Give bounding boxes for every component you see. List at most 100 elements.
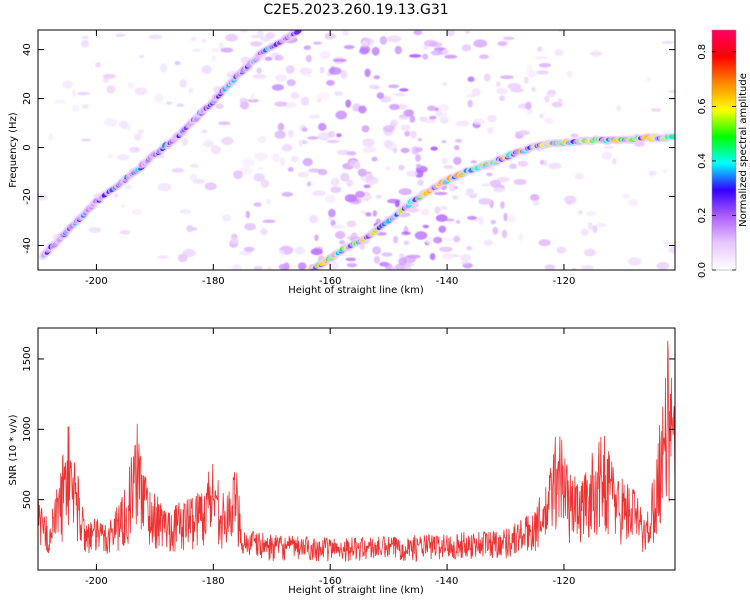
noise-blob [245,210,250,219]
noise-blob [509,163,518,169]
noise-blob [288,129,294,138]
noise-blob [585,210,597,217]
noise-blob [362,146,377,153]
colorbar-scale [711,29,737,271]
noise-blob [243,246,255,252]
noise-blob [181,138,189,146]
noise-blob [518,232,524,242]
noise-blob [312,41,322,45]
noise-blob [483,73,491,82]
noise-blob [220,47,234,53]
colorbar-tick-label: 0.0 [697,262,708,278]
colorbar-ticks: 0.0 0.2 0.4 0.6 0.8 [697,44,736,278]
x-tick-label: -120 [553,276,576,287]
noise-blob [314,234,319,242]
noise-blob [470,160,478,164]
noise-blob [404,130,411,137]
noise-blob [415,154,421,162]
noise-blob [257,30,264,39]
noise-blob [427,105,436,111]
noise-blob [260,179,270,188]
noise-blob [437,104,450,112]
noise-blob [628,198,639,207]
noise-blob [414,169,424,178]
noise-blob [257,167,264,171]
noise-blob [434,206,441,214]
noise-blob [375,194,383,199]
x-tick-label: -180 [202,576,225,587]
noise-blob [241,158,255,167]
noise-blob [210,145,221,154]
noise-blob [409,54,422,58]
noise-blob [403,240,410,245]
noise-blob [291,155,299,163]
noise-blob [580,228,589,236]
noise-blob [439,246,453,252]
noise-blob [551,101,563,108]
snr-background [38,328,675,570]
noise-blob [373,256,381,264]
noise-blob [256,67,262,74]
noise-blob [543,117,554,125]
noise-blob [524,76,529,84]
x-tick-label: -200 [85,576,108,587]
noise-blob [423,119,436,124]
noise-blob [394,45,402,55]
noise-blob [201,39,207,43]
noise-blob [479,54,490,59]
spectrogram-frame [37,29,676,271]
noise-blob [211,55,216,62]
noise-blob [221,136,234,145]
noise-blob [404,263,415,267]
noise-blob [496,87,508,95]
noise-blob [447,30,455,37]
noise-blob [253,266,263,270]
y-tick-label: 40 [22,43,33,56]
noise-blob [339,240,346,245]
noise-blob [225,35,238,41]
noise-blob [291,264,296,268]
noise-blob [557,98,563,103]
colorbar-tick-label: 0.2 [697,208,708,224]
noise-blob [661,40,674,44]
noise-blob [310,248,323,256]
noise-blob [157,255,169,259]
noise-blob [500,75,514,80]
noise-blob [179,79,187,88]
noise-blob [326,79,335,86]
noise-blob [316,92,330,101]
noise-blob [592,225,598,233]
noise-blob [364,68,371,78]
noise-blob [287,167,294,172]
noise-blob [343,45,355,50]
noise-blob [455,120,470,127]
noise-blob [318,131,331,141]
noise-blob [328,131,336,138]
noise-blob [501,229,508,239]
noise-blob [340,69,348,79]
noise-blob [138,54,145,59]
noise-blob [302,158,313,167]
noise-blob [554,49,564,57]
noise-blob [190,36,197,42]
y-tick-label: 1000 [22,417,33,442]
colorbar-tick-label: 0.6 [697,98,708,114]
noise-blob [307,181,312,187]
noise-blob [646,76,651,83]
noise-blob [525,101,532,110]
noise-blob [281,144,293,152]
noise-blob [430,146,438,151]
noise-blob [176,103,185,107]
noise-blob [328,208,336,218]
noise-blob [365,212,372,217]
noise-blob [193,178,206,184]
noise-blob [210,48,220,52]
snr-frame [37,327,676,571]
noise-blob [382,125,395,133]
noise-blob [414,231,428,240]
noise-blob [72,104,80,113]
noise-blob [467,99,473,108]
noise-blob [80,36,90,40]
noise-blob [318,122,327,131]
noise-blob [114,193,119,198]
